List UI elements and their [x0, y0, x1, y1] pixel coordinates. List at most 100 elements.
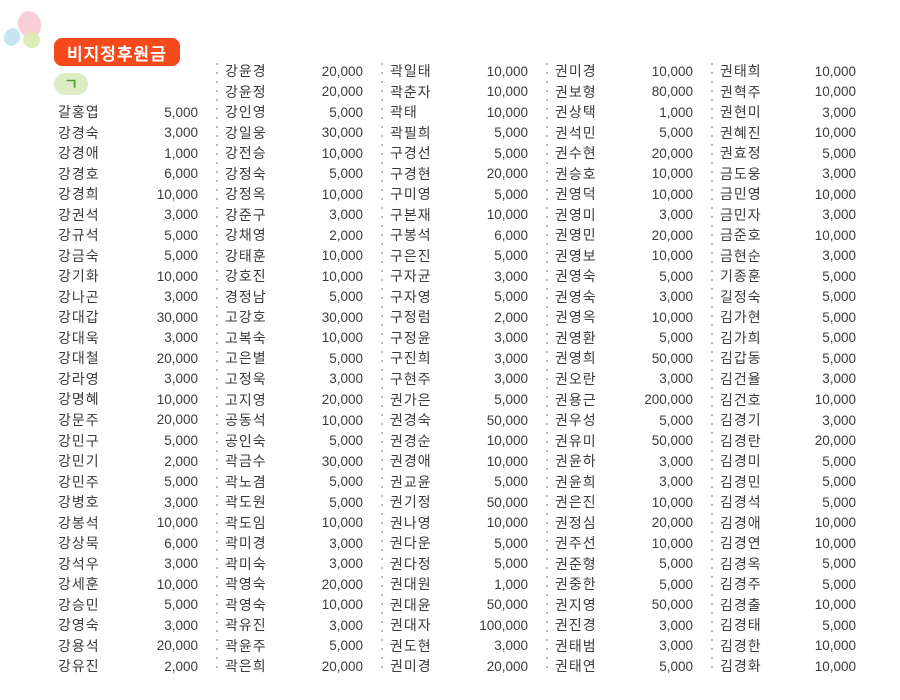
donation-row: 권영환 5,000	[555, 328, 713, 349]
donation-amount: 10,000	[156, 268, 198, 284]
donor-name: 고지영	[225, 391, 267, 408]
donation-row: 구경현 20,000	[390, 164, 548, 185]
donation-amount: 10,000	[486, 453, 528, 469]
donor-name: 권다운	[390, 535, 432, 552]
donation-amount: 10,000	[651, 166, 693, 182]
donation-amount: 20,000	[486, 658, 528, 674]
donation-amount: 10,000	[486, 433, 528, 449]
donor-name: 곽노겸	[225, 473, 267, 490]
donation-amount: 5,000	[164, 474, 198, 490]
donation-amount: 3,000	[329, 371, 363, 387]
donation-row: 권상택 1,000	[555, 102, 713, 123]
donation-row: 곽도임 10,000	[225, 512, 383, 533]
donor-name: 권태희	[720, 63, 762, 80]
donation-row: 구봉석 6,000	[390, 225, 548, 246]
donation-row: 강봉석 10,000	[58, 512, 218, 533]
donation-row: 권준형 5,000	[555, 553, 713, 574]
donation-amount: 20,000	[156, 412, 198, 428]
donor-name: 권기정	[390, 494, 432, 511]
donation-amount: 5,000	[659, 412, 693, 428]
donor-name: 구자균	[390, 268, 432, 285]
donation-amount: 10,000	[156, 576, 198, 592]
donation-amount: 3,000	[822, 166, 856, 182]
donation-row: 강금숙 5,000	[58, 246, 218, 267]
donation-row: 권우성 5,000	[555, 410, 713, 431]
donor-name: 경정남	[225, 288, 267, 305]
donor-name: 강규석	[58, 227, 100, 244]
donation-amount: 50,000	[651, 350, 693, 366]
donation-column-4: 권미경 10,000 권보형 80,000 권상택 1,000 권석민 5,000 권수현 20,…	[548, 61, 713, 679]
donation-row: 권대윤 50,000	[390, 594, 548, 615]
donor-name: 강일웅	[225, 124, 267, 141]
donation-amount: 3,000	[494, 350, 528, 366]
donation-amount: 10,000	[321, 515, 363, 531]
donation-row: 강경희 10,000	[58, 184, 218, 205]
donor-name: 금민영	[720, 186, 762, 203]
donor-name: 강태훈	[225, 247, 267, 264]
donation-row: 권영민 20,000	[555, 225, 713, 246]
donation-amount: 5,000	[329, 474, 363, 490]
donation-amount: 10,000	[486, 63, 528, 79]
donation-row: 강권석 3,000	[58, 205, 218, 226]
donor-name: 금도웅	[720, 165, 762, 182]
donation-row: 김경미 5,000	[720, 451, 863, 472]
donation-row: 권유미 50,000	[555, 430, 713, 451]
donor-name: 권미경	[390, 658, 432, 675]
donation-amount: 5,000	[164, 433, 198, 448]
donor-name: 권태범	[555, 637, 597, 654]
donation-row: 권혜진 10,000	[720, 123, 863, 144]
donation-amount: 3,000	[822, 248, 856, 264]
donor-name: 권영숙	[555, 268, 597, 285]
donor-name: 김경애	[720, 514, 762, 531]
donation-amount: 5,000	[822, 494, 856, 510]
donation-amount: 5,000	[822, 576, 856, 592]
donation-amount: 20,000	[156, 350, 198, 366]
donor-name: 강경호	[58, 165, 100, 182]
donation-row: 강용석 20,000	[58, 635, 218, 656]
donor-name: 권영미	[555, 206, 597, 223]
donor-name: 강석우	[58, 555, 100, 572]
donation-amount: 5,000	[494, 392, 528, 407]
donation-row: 강채영 2,000	[225, 225, 383, 246]
donor-name: 강정숙	[225, 165, 267, 182]
donor-name: 강나곤	[58, 288, 100, 305]
donor-name: 곽윤주	[225, 637, 267, 654]
donor-name: 강봉석	[58, 514, 100, 531]
donor-name: 권가은	[390, 391, 432, 408]
donation-amount: 5,000	[494, 186, 528, 202]
donor-name: 곽태	[390, 104, 418, 121]
donor-name: 강유진	[58, 658, 100, 675]
donor-name: 권영희	[555, 350, 597, 367]
donation-row: 구경선 5,000	[390, 143, 548, 164]
donation-row: 강전승 10,000	[225, 143, 383, 164]
donor-name: 강민주	[58, 473, 100, 490]
donation-row: 권태연 5,000	[555, 656, 713, 677]
donation-row: 권은진 10,000	[555, 492, 713, 513]
donation-row: 권승호 10,000	[555, 164, 713, 185]
donation-row: 권미경 10,000	[555, 61, 713, 82]
donation-amount: 10,000	[651, 309, 693, 325]
donor-name: 권경애	[390, 453, 432, 470]
donation-row: 권도현 3,000	[390, 635, 548, 656]
donation-amount: 5,000	[659, 125, 693, 141]
donation-row: 고지영 20,000	[225, 389, 383, 410]
donor-name: 강인영	[225, 104, 267, 121]
donation-row: 강대갑 30,000	[58, 307, 218, 328]
donor-name: 김경출	[720, 596, 762, 613]
donation-row: 권나영 10,000	[390, 512, 548, 533]
donation-row: 곽윤주 5,000	[225, 635, 383, 656]
donor-name: 권수현	[555, 145, 597, 162]
donor-name: 김가현	[720, 309, 762, 326]
donor-name: 강영숙	[58, 617, 100, 634]
donation-amount: 3,000	[659, 207, 693, 223]
donor-name: 곽영숙	[225, 596, 267, 613]
donation-amount: 5,000	[822, 309, 856, 325]
donation-amount: 3,000	[659, 289, 693, 305]
donor-name: 공동석	[225, 412, 267, 429]
donation-row: 권현미 3,000	[720, 102, 863, 123]
donation-row: 김경옥 5,000	[720, 553, 863, 574]
donation-amount: 6,000	[164, 166, 198, 182]
donor-name: 곽은희	[225, 658, 267, 675]
donation-row: 김경한 10,000	[720, 635, 863, 656]
title-badge-label: 비지정후원금	[67, 44, 167, 64]
